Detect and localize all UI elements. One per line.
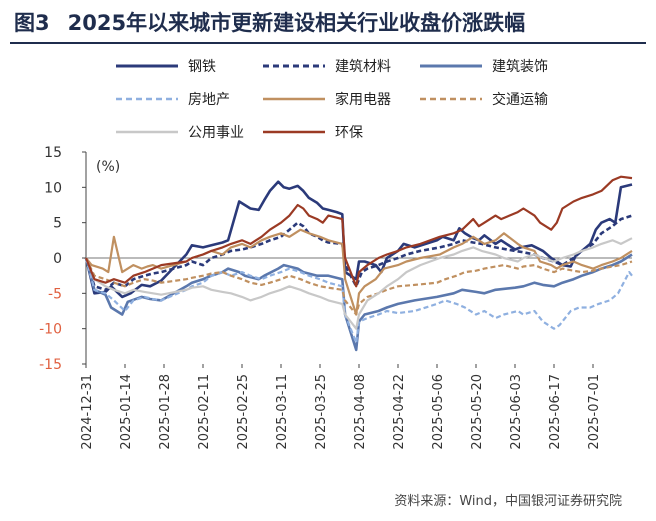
legend-item: 公用事业 (116, 125, 244, 141)
x-tick-label: 2025-04-08 (353, 374, 368, 450)
x-tick-label: 2025-04-22 (392, 374, 407, 450)
y-tick-label: 10 (44, 180, 62, 196)
legend-label: 建筑材料 (335, 59, 391, 75)
y-tick-label: 5 (53, 216, 62, 232)
x-tick-label: 2025-03-11 (275, 374, 290, 450)
x-tick-label: 2024-12-31 (80, 374, 95, 450)
y-tick-label: -15 (39, 357, 62, 373)
source-note: 资料来源：Wind，中国银河证券研究院 (394, 494, 622, 509)
x-tick-label: 2025-02-25 (236, 374, 251, 450)
series-line (84, 257, 633, 344)
legend-label: 钢铁 (188, 59, 216, 75)
y-tick-label: 0 (53, 251, 62, 267)
chart-series (84, 175, 633, 352)
x-tick-label: 2025-03-25 (314, 374, 329, 450)
x-tick-label: 2025-01-14 (119, 374, 134, 450)
x-tick-label: 2025-05-06 (431, 374, 446, 450)
series-line (84, 180, 633, 299)
y-tick-label: -5 (48, 286, 62, 302)
figure-number: 图3 (14, 11, 50, 35)
legend-label: 交通运输 (492, 91, 548, 108)
legend-item: 环保 (263, 125, 363, 141)
figure-title-text: 2025年以来城市更新建设相关行业收盘价涨跌幅 (67, 11, 526, 35)
legend-label: 房地产 (188, 92, 230, 108)
legend-item: 建筑材料 (263, 59, 391, 75)
y-unit-label: (%) (96, 159, 120, 175)
legend-item: 家用电器 (263, 91, 391, 108)
x-tick-label: 2025-06-17 (548, 374, 563, 450)
legend-item: 建筑装饰 (420, 59, 548, 75)
x-tick-label: 2025-07-01 (587, 374, 602, 450)
legend-item: 房地产 (116, 92, 230, 108)
x-tick-label: 2025-01-28 (158, 374, 173, 450)
series-line (84, 237, 633, 330)
y-tick-label: 15 (44, 145, 62, 161)
legend-item: 交通运输 (420, 91, 548, 108)
legend-label: 建筑装饰 (492, 59, 548, 75)
legend-label: 环保 (335, 125, 363, 141)
legend-label: 家用电器 (335, 91, 391, 108)
series-line (84, 214, 633, 292)
series-line (85, 228, 633, 316)
series-line (85, 257, 633, 316)
x-tick-label: 2025-02-11 (197, 374, 212, 450)
x-tick-label: 2025-06-03 (509, 374, 524, 450)
title-divider (10, 42, 646, 44)
legend-item: 钢铁 (116, 59, 216, 75)
x-tick-label: 2025-05-20 (470, 374, 485, 450)
legend-label: 公用事业 (188, 125, 244, 141)
y-tick-label: -10 (39, 322, 62, 338)
series-line (84, 175, 633, 288)
x-axis-labels: 2024-12-31 2025-01-14 2025-01-28 2025-02-11… (80, 364, 602, 450)
chart-title: 图3 2025年以来城市更新建设相关行业收盘价涨跌幅 (14, 6, 525, 40)
